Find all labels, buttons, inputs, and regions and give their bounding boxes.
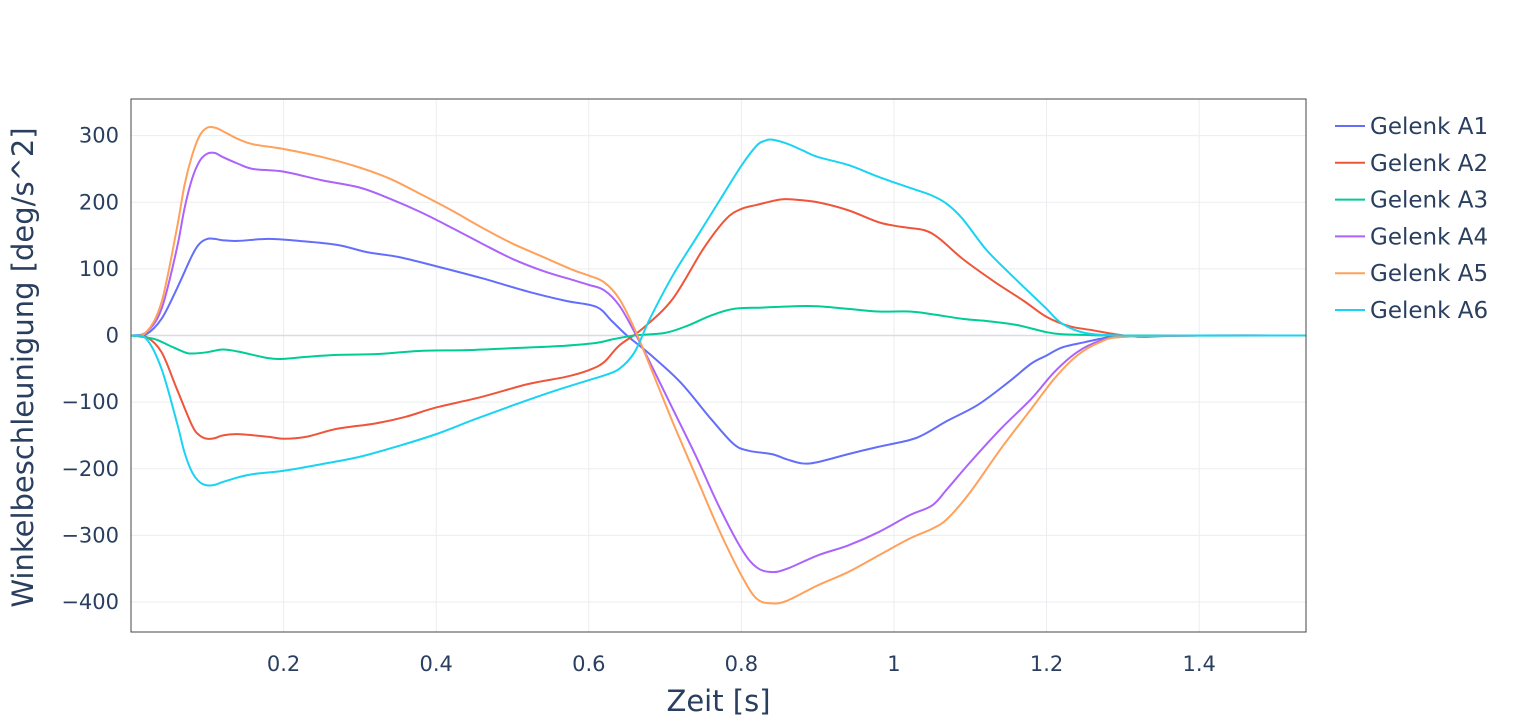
legend-label: Gelenk A5 — [1370, 261, 1488, 287]
x-tick-label: 1 — [887, 652, 900, 676]
y-tick-label: −300 — [61, 523, 119, 547]
series-layer — [131, 125, 1306, 605]
legend-label: Gelenk A1 — [1370, 114, 1488, 140]
legend-item-gelenk-a4[interactable]: Gelenk A4 — [1335, 224, 1488, 250]
legend-label: Gelenk A6 — [1370, 298, 1488, 324]
plot-frame — [130, 98, 1307, 633]
legend-item-gelenk-a3[interactable]: Gelenk A3 — [1335, 188, 1488, 214]
legend-item-gelenk-a6[interactable]: Gelenk A6 — [1335, 298, 1488, 324]
series-line-gelenk-a1 — [131, 237, 1306, 465]
x-tick-label: 1.4 — [1182, 652, 1215, 676]
y-tick-label: 100 — [79, 257, 119, 281]
legend-item-gelenk-a5[interactable]: Gelenk A5 — [1335, 261, 1488, 287]
legend[interactable]: Gelenk A1 Gelenk A2 Gelenk A3 Gelenk A4 Gele… — [1335, 114, 1488, 324]
x-axis-title: Zeit [s] — [666, 684, 770, 718]
x-tick-label: 0.6 — [572, 652, 605, 676]
y-tick-label: 0 — [106, 324, 119, 348]
series-line-gelenk-a4 — [131, 151, 1306, 574]
y-tick-label: 200 — [79, 190, 119, 214]
grid — [131, 99, 1306, 632]
legend-item-gelenk-a2[interactable]: Gelenk A2 — [1335, 151, 1488, 177]
legend-label: Gelenk A2 — [1370, 151, 1488, 177]
tick-labels: 0.2 0.4 0.6 0.8 1 1.2 1.4 300 200 100 0 −100 −200 −30… — [61, 124, 1216, 676]
y-tick-label: 300 — [79, 124, 119, 148]
x-tick-label: 0.2 — [267, 652, 300, 676]
y-tick-label: −400 — [61, 590, 119, 614]
series-line-gelenk-a6 — [131, 138, 1306, 487]
legend-item-gelenk-a1[interactable]: Gelenk A1 — [1335, 114, 1488, 140]
x-tick-label: 0.4 — [419, 652, 452, 676]
series-line-gelenk-a2 — [131, 198, 1306, 440]
y-axis-title: Winkelbeschleunigung [deg/s^2] — [6, 127, 40, 607]
x-tick-label: 1.2 — [1030, 652, 1063, 676]
legend-label: Gelenk A3 — [1370, 188, 1488, 214]
series-line-gelenk-a5 — [131, 125, 1306, 605]
x-tick-label: 0.8 — [725, 652, 758, 676]
y-tick-label: −200 — [61, 457, 119, 481]
y-tick-label: −100 — [61, 390, 119, 414]
legend-label: Gelenk A4 — [1370, 224, 1488, 250]
